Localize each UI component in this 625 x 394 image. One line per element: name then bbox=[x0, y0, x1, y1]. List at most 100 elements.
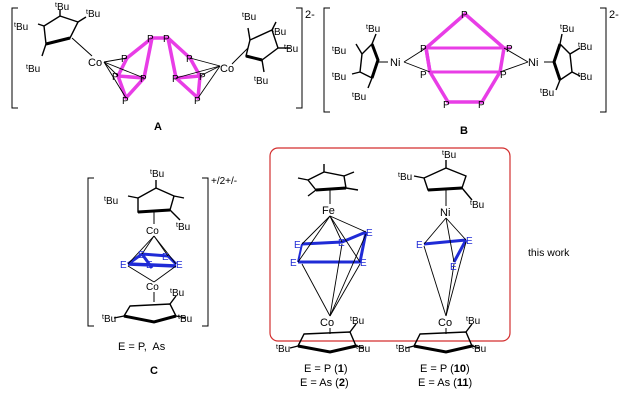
tbu-1a: tBu bbox=[350, 316, 364, 327]
e-1e: E bbox=[360, 258, 367, 269]
p-a9: P bbox=[122, 96, 129, 107]
tbu-b6: tBu bbox=[578, 42, 592, 53]
e-1c: E bbox=[366, 228, 373, 239]
this-work-panel: this work Fe bbox=[269, 147, 570, 389]
cp-ring-top-2 bbox=[413, 160, 473, 201]
tbu-1c: tBu bbox=[356, 344, 370, 355]
cp-ring-bottom-1 bbox=[289, 323, 365, 354]
metal-co-a-right: Co bbox=[220, 63, 234, 75]
cp-ring-left-b bbox=[351, 33, 380, 89]
e-c2: E bbox=[138, 250, 145, 261]
e-ring-2 bbox=[423, 238, 468, 263]
label-a: A bbox=[154, 121, 162, 133]
p-a8: P bbox=[199, 72, 206, 83]
tbu-b8: tBu bbox=[540, 88, 554, 99]
cp-ring-right-b bbox=[552, 33, 581, 91]
p-a3: P bbox=[163, 34, 170, 45]
metal-fe-1: Fe bbox=[322, 205, 335, 217]
tbu-b5: tBu bbox=[560, 24, 574, 35]
e-2c: E bbox=[450, 262, 457, 273]
p-b3: P bbox=[506, 44, 513, 55]
panel-b: 2- tBu tBu tBu tBu Ni P bbox=[323, 7, 619, 137]
tbu-c2: tBu bbox=[104, 196, 118, 207]
panel-a: 2- tBu tBu tBu tBu Co bbox=[11, 2, 315, 133]
p-b6: P bbox=[443, 100, 450, 111]
e-1a: E bbox=[294, 240, 301, 251]
bracket-left-b bbox=[323, 7, 330, 113]
tbu-2e: tBu bbox=[396, 344, 410, 355]
tbu-b7: tBu bbox=[578, 72, 592, 83]
bracket-right-a bbox=[296, 7, 303, 109]
complex-2: tBu tBu tBu Ni E E E Co bbox=[396, 150, 486, 355]
tbu-b1: tBu bbox=[366, 24, 380, 35]
e-c3: E bbox=[146, 260, 153, 271]
tbu-2a: tBu bbox=[442, 150, 456, 161]
complex-1: Fe E E E E E bbox=[276, 164, 373, 355]
e-c1: E bbox=[120, 260, 127, 271]
highlight-box bbox=[269, 147, 511, 342]
p-a5: P bbox=[112, 72, 119, 83]
bracket-left-c bbox=[87, 177, 94, 327]
cp-ring-top-c bbox=[127, 180, 185, 221]
metal-ni-b-left: Ni bbox=[390, 57, 400, 69]
tbu-b4: tBu bbox=[352, 92, 366, 103]
cp-ring-right-a bbox=[245, 21, 290, 73]
tbu-a8: tBu bbox=[254, 76, 268, 87]
p-cage-a bbox=[116, 36, 202, 100]
p-b7: P bbox=[478, 100, 485, 111]
tbu-a5: tBu bbox=[242, 12, 256, 23]
charge-c: +/2+/- bbox=[211, 176, 237, 187]
cp-ring-bottom-2 bbox=[405, 323, 481, 354]
tbu-c1: tBu bbox=[150, 169, 164, 180]
p-a1: P bbox=[121, 54, 128, 65]
charge-a: 2- bbox=[305, 9, 315, 21]
p-a7: P bbox=[172, 74, 179, 85]
cp-star-ring-1 bbox=[297, 164, 359, 197]
e-2a: E bbox=[416, 240, 423, 251]
e-1d: E bbox=[290, 258, 297, 269]
charge-b: 2- bbox=[609, 9, 619, 21]
p-a2: P bbox=[147, 34, 154, 45]
caption-c: E = P, As bbox=[118, 341, 166, 353]
p-cage-b bbox=[424, 11, 512, 104]
p-b1: P bbox=[461, 10, 468, 21]
metal-co-c-bottom: Co bbox=[146, 282, 159, 293]
p-b2: P bbox=[420, 44, 427, 55]
panel-c: +/2+/- tBu tBu tBu Co bbox=[87, 169, 237, 377]
cp-ring-left-a bbox=[37, 10, 87, 57]
e-c4: E bbox=[162, 252, 169, 263]
caption-1-as: E = As (2) bbox=[300, 377, 349, 389]
metal-ni-b-right: Ni bbox=[528, 57, 538, 69]
bracket-right-c bbox=[202, 177, 209, 327]
metal-ni-2: Ni bbox=[440, 207, 450, 219]
tbu-1b: tBu bbox=[276, 344, 290, 355]
tbu-a3: tBu bbox=[14, 22, 28, 33]
tbu-2d: tBu bbox=[466, 316, 480, 327]
tbu-a1: tBu bbox=[55, 2, 69, 13]
bracket-right-b bbox=[600, 7, 607, 113]
tbu-2c: tBu bbox=[470, 200, 484, 211]
tbu-b3: tBu bbox=[332, 72, 346, 83]
metal-co-a-left: Co bbox=[88, 57, 102, 69]
this-work-label: this work bbox=[528, 247, 570, 259]
tbu-a2: tBu bbox=[86, 9, 100, 20]
tbu-2f: tBu bbox=[472, 344, 486, 355]
tbu-c6: tBu bbox=[178, 314, 192, 325]
tbu-c3: tBu bbox=[176, 222, 190, 233]
tbu-b2: tBu bbox=[332, 46, 346, 57]
tbu-2b: tBu bbox=[398, 172, 412, 183]
cp-ring-bottom-c bbox=[113, 295, 187, 324]
bracket-left-a bbox=[11, 7, 18, 109]
tbu-c5: tBu bbox=[102, 314, 116, 325]
p-b4: P bbox=[420, 70, 427, 81]
caption-1-p: E = P (1) bbox=[304, 363, 348, 375]
e-1b: E bbox=[338, 238, 345, 249]
p-a4: P bbox=[186, 54, 193, 65]
caption-2-p: E = P (10) bbox=[420, 363, 470, 375]
label-c: C bbox=[150, 365, 158, 377]
caption-2-as: E = As (11) bbox=[418, 377, 472, 389]
metal-co-c-top: Co bbox=[146, 226, 159, 237]
tbu-a4: tBu bbox=[26, 64, 40, 75]
